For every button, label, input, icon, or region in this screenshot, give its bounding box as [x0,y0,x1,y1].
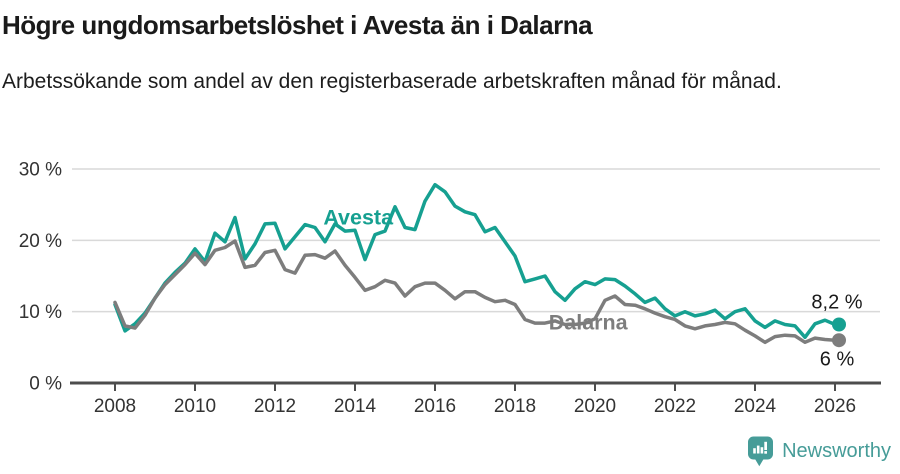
x-tick-label: 2026 [814,396,856,417]
x-tick-label: 2018 [494,396,536,417]
series-line-avesta [113,182,837,340]
y-tick-label: 20 % [19,231,62,252]
series-end-value-dalarna: 6 % [820,349,855,371]
x-tick-label: 2012 [254,396,296,417]
x-tick-label: 2022 [654,396,696,417]
chart-title: Högre ungdomsarbetslöshet i Avesta än i … [2,10,593,40]
chart-subtitle: Arbetssökande som andel av den registerb… [2,70,782,94]
y-tick-label: 0 % [29,374,62,395]
brand-wordmark: Newsworthy [782,440,891,462]
y-tick-label: 10 % [19,302,62,323]
x-tick-label: 2008 [94,396,136,417]
x-tick-label: 2016 [414,396,456,417]
x-tick-label: 2010 [174,396,216,417]
series-line-dalarna [113,239,837,345]
line-chart: 0 % 10 % 20 % 30 % 2008 2010 2012 2014 2016 2018 2… [0,150,900,450]
series-label-dalarna: Dalarna [549,311,629,335]
series-end-dot-dalarna [832,333,846,348]
series-end-dot-avesta [832,317,846,332]
speech-bubble-bar-chart-icon [748,436,774,467]
newsworthy-logo: Newsworthy [747,436,891,467]
x-tick-label: 2024 [734,396,777,417]
y-tick-label: 30 % [19,160,62,181]
chart-header: Högre ungdomsarbetslöshet i Avesta än i … [2,0,862,98]
x-tick-label: 2020 [574,396,616,417]
series-label-avesta: Avesta [323,205,394,229]
x-tick-label: 2014 [334,396,377,417]
chart-canvas: 0 % 10 % 20 % 30 % 2008 2010 2012 2014 2016 2018 2… [19,160,881,417]
series-end-value-avesta: 8,2 % [811,292,862,314]
